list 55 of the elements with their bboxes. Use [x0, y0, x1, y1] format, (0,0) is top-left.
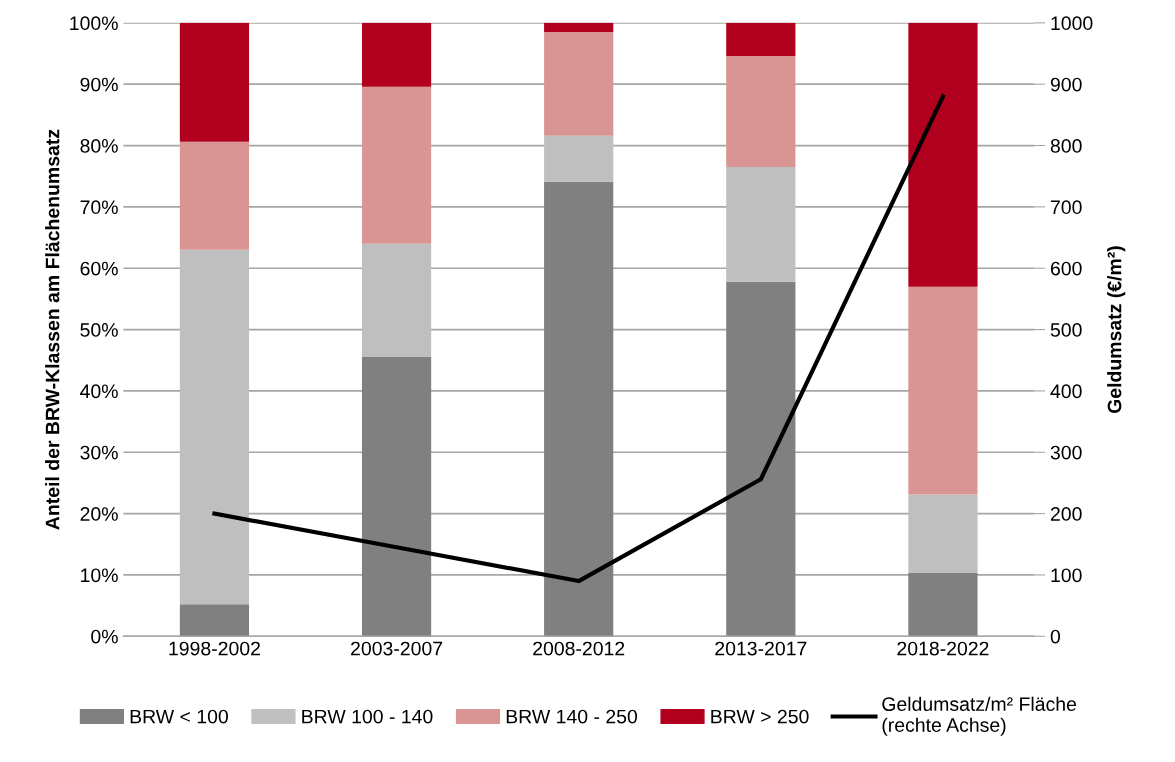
y2-tick-label: 700	[1050, 200, 1082, 215]
x-tick-label: 2013-2017	[715, 641, 807, 656]
y2-tick-label: 200	[1050, 507, 1082, 521]
y-tick-label: 80%	[80, 139, 118, 153]
bar	[179, 141, 250, 250]
x-tick-label: 2008-2012	[533, 641, 625, 656]
y-tick-label: 90%	[80, 77, 118, 92]
legend-label: BRW 100 - 140	[302, 709, 433, 724]
bar	[544, 181, 614, 637]
y-tick-label: 70%	[80, 200, 118, 215]
y-tick-label: 20%	[80, 507, 118, 521]
y-axis-title: Anteil der BRW-Klassen am Flächenumsatz	[45, 129, 60, 530]
bar	[726, 281, 796, 637]
legend-label: BRW < 100	[130, 709, 228, 724]
y-tick-label: 40%	[80, 384, 118, 399]
bar	[179, 22, 250, 142]
y-tick-label: 30%	[80, 445, 118, 460]
y2-tick-label: 0	[1050, 629, 1061, 644]
bar	[726, 55, 796, 168]
bar	[544, 22, 614, 33]
bar	[908, 286, 978, 495]
legend-label: Geldumsatz/m² Fläche (rechte Achse)	[882, 696, 1077, 736]
x-tick-label: 2018-2022	[897, 641, 989, 656]
bar	[726, 167, 796, 282]
y2-tick-label: 1000	[1051, 16, 1093, 31]
y2-tick-label: 800	[1050, 139, 1082, 153]
y-tick-label: 100%	[70, 16, 118, 31]
bar	[361, 243, 432, 357]
line-series	[212, 94, 946, 584]
y-tick-label: 60%	[80, 261, 118, 276]
bar	[908, 494, 978, 574]
y-tick-label: 50%	[80, 323, 118, 337]
bar	[726, 22, 796, 56]
x-tick-label: 2003-2007	[351, 641, 443, 656]
y-tick-label: 10%	[81, 568, 118, 583]
bar	[908, 573, 978, 637]
y2-tick-label: 500	[1050, 323, 1082, 337]
y2-tick-label: 600	[1050, 261, 1082, 276]
y2-tick-label: 100	[1051, 568, 1082, 583]
y2-tick-label: 400	[1050, 384, 1082, 399]
y2-tick-label: 300	[1050, 445, 1082, 460]
y-tick-label: 0%	[91, 629, 118, 644]
x-tick-label: 1998-2002	[169, 641, 260, 656]
bar	[361, 86, 432, 244]
bar	[179, 249, 250, 605]
bar	[908, 22, 978, 287]
y2-tick-label: 900	[1050, 77, 1082, 92]
bar	[361, 22, 432, 87]
y2-axis-title: Geldumsatz (€/m²)	[1107, 246, 1126, 414]
bar	[544, 32, 614, 136]
bar	[361, 356, 432, 637]
bar	[179, 604, 250, 637]
legend-label: BRW > 250	[711, 709, 809, 724]
bar	[544, 135, 614, 182]
legend-label: BRW 140 - 250	[506, 709, 638, 724]
